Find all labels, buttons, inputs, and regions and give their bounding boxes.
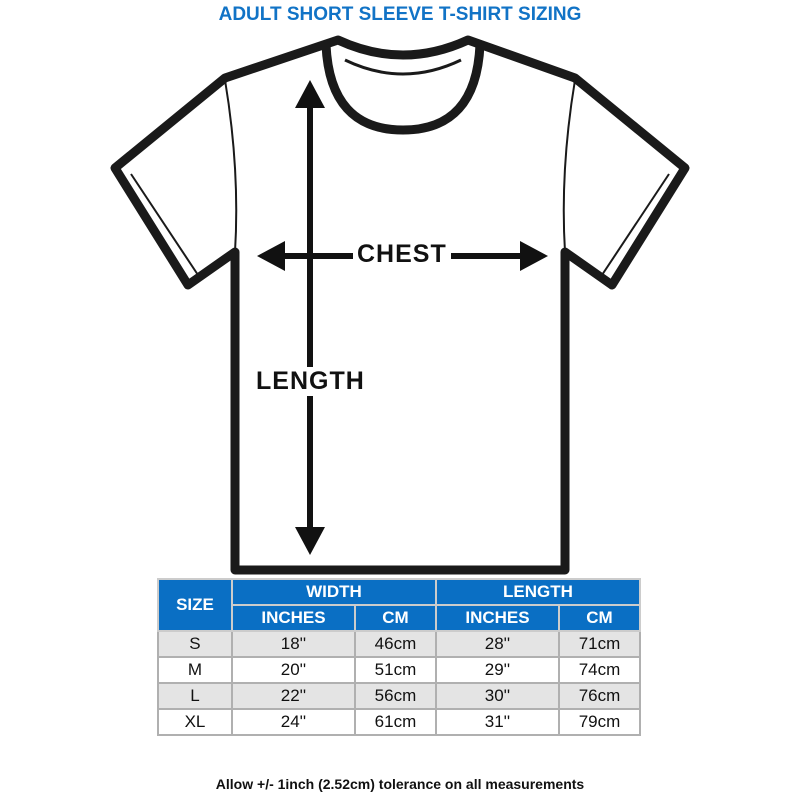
table-row: M 20'' 51cm 29'' 74cm [157, 656, 642, 684]
tolerance-note: Allow +/- 1inch (2.52cm) tolerance on al… [215, 776, 585, 792]
size-cell: L [157, 682, 233, 710]
cell: 74cm [557, 656, 642, 684]
arrow-right-icon [520, 241, 548, 271]
cell: 30'' [434, 682, 560, 710]
length-header: LENGTH [434, 578, 642, 606]
tshirt-diagram [110, 35, 690, 575]
arrow-down-icon [295, 527, 325, 555]
length-inches-header: INCHES [434, 604, 560, 632]
table-row: XL 24'' 61cm 31'' 79cm [157, 708, 642, 736]
width-header: WIDTH [230, 578, 437, 606]
table-row: S 18'' 46cm 28'' 71cm [157, 630, 642, 658]
page-title: ADULT SHORT SLEEVE T-SHIRT SIZING [218, 4, 582, 25]
size-cell: M [157, 656, 233, 684]
width-cm-header: CM [353, 604, 437, 632]
size-cell: S [157, 630, 233, 658]
cell: 31'' [434, 708, 560, 736]
cell: 28'' [434, 630, 560, 658]
shirt-outline [110, 35, 690, 575]
chest-label: CHEST [353, 240, 451, 269]
size-header: SIZE [157, 578, 233, 632]
cuff-left [130, 173, 201, 279]
cell: 22'' [230, 682, 356, 710]
size-cell: XL [157, 708, 233, 736]
cell: 20'' [230, 656, 356, 684]
cuff-right [599, 173, 670, 279]
cell: 76cm [557, 682, 642, 710]
cell: 51cm [353, 656, 437, 684]
cell: 24'' [230, 708, 356, 736]
table-row: L 22'' 56cm 30'' 76cm [157, 682, 642, 710]
sleeve-seam-right [562, 79, 576, 253]
collar [321, 44, 485, 135]
length-cm-header: CM [557, 604, 642, 632]
arrow-up-icon [295, 80, 325, 108]
width-inches-header: INCHES [230, 604, 356, 632]
length-label: LENGTH [252, 367, 369, 396]
cell: 56cm [353, 682, 437, 710]
cell: 61cm [353, 708, 437, 736]
arrow-left-icon [257, 241, 285, 271]
cell: 29'' [434, 656, 560, 684]
cell: 71cm [557, 630, 642, 658]
cell: 18'' [230, 630, 356, 658]
cell: 46cm [353, 630, 437, 658]
cell: 79cm [557, 708, 642, 736]
sleeve-seam-left [224, 79, 238, 253]
